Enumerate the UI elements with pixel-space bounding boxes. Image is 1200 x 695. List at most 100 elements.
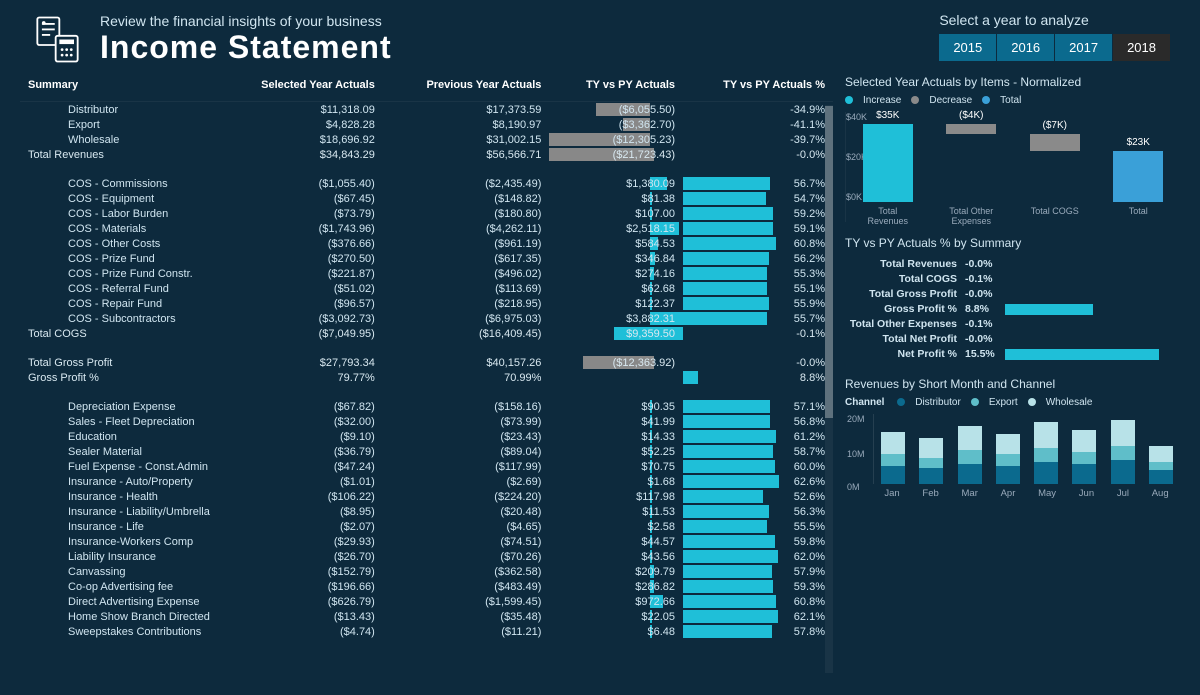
table-cell: Distributor [20,102,218,118]
table-cell: Fuel Expense - Const.Admin [20,459,218,474]
revenue-chart-title: Revenues by Short Month and Channel [845,377,1180,391]
table-cell: ($158.16) [383,399,550,414]
table-row[interactable]: Gross Profit %79.77%70.99%8.8% [20,370,833,385]
scroll-thumb[interactable] [825,106,833,418]
table-row[interactable]: COS - Commissions($1,055.40)($2,435.49)$… [20,176,833,191]
year-selector-label: Select a year to analyze [939,12,1170,28]
table-cell: COS - Prize Fund [20,251,218,266]
table-row[interactable]: Total Revenues$34,843.29$56,566.71($21,7… [20,147,833,162]
table-row[interactable]: Sweepstakes Contributions($4.74)($11.21)… [20,624,833,639]
table-row[interactable]: COS - Other Costs($376.66)($961.19)$584.… [20,236,833,251]
table-row[interactable]: Home Show Branch Directed($13.43)($35.48… [20,609,833,624]
pct-row[interactable]: Total Other Expenses-0.1% [845,318,1180,330]
vertical-scrollbar[interactable] [825,105,833,673]
pct-row[interactable]: Total Gross Profit-0.0% [845,288,1180,300]
table-cell: 59.8% [683,534,833,549]
column-header[interactable]: Previous Year Actuals [383,75,550,102]
table-cell: COS - Referral Fund [20,281,218,296]
column-header[interactable]: TY vs PY Actuals % [683,75,833,102]
waterfall-bar[interactable]: $23K [1113,112,1163,202]
table-row[interactable]: Co-op Advertising fee($196.66)($483.49)$… [20,579,833,594]
table-row[interactable]: Insurance - Auto/Property($1.01)($2.69)$… [20,474,833,489]
table-cell: ($617.35) [383,251,550,266]
table-cell: $14.33 [549,429,683,444]
table-cell: 57.8% [683,624,833,639]
year-button-2018[interactable]: 2018 [1113,34,1170,61]
table-cell: ($96.57) [218,296,383,311]
table-row[interactable]: Distributor$11,318.09$17,373.59($6,055.5… [20,102,833,118]
table-row[interactable]: Depreciation Expense($67.82)($158.16)$90… [20,399,833,414]
year-button-2016[interactable]: 2016 [997,34,1054,61]
table-cell: Sealer Material [20,444,218,459]
waterfall-bar[interactable]: $35K [863,112,913,202]
table-cell: ($12,363.92) [549,355,683,370]
table-row[interactable]: COS - Prize Fund Constr.($221.87)($496.0… [20,266,833,281]
table-row[interactable]: COS - Prize Fund($270.50)($617.35)$346.8… [20,251,833,266]
pct-row[interactable]: Total Revenues-0.0% [845,258,1180,270]
table-cell: $62.68 [549,281,683,296]
table-cell: $81.38 [549,191,683,206]
table-cell: 55.9% [683,296,833,311]
table-cell: $27,793.34 [218,355,383,370]
table-cell: ($6,055.50) [549,102,683,118]
legend-item[interactable]: Wholesale [1028,397,1093,408]
stacked-bar[interactable] [1149,446,1173,484]
table-row[interactable]: Export$4,828.28$8,190.97($3,362.70)-41.1… [20,117,833,132]
legend-item[interactable]: Increase [845,95,901,106]
table-row[interactable]: COS - Referral Fund($51.02)($113.69)$62.… [20,281,833,296]
table-row[interactable]: Insurance - Life($2.07)($4.65)$2.5855.5% [20,519,833,534]
legend-item[interactable]: Decrease [911,95,972,106]
column-header[interactable]: TY vs PY Actuals [549,75,683,102]
table-row[interactable]: Sales - Fleet Depreciation($32.00)($73.9… [20,414,833,429]
table-row[interactable]: Insurance - Liability/Umbrella($8.95)($2… [20,504,833,519]
stacked-bar[interactable] [1072,430,1096,484]
table-row[interactable]: Total Gross Profit$27,793.34$40,157.26($… [20,355,833,370]
table-cell: ($221.87) [218,266,383,281]
table-cell: Depreciation Expense [20,399,218,414]
table-row[interactable]: Fuel Expense - Const.Admin($47.24)($117.… [20,459,833,474]
table-cell: 79.77% [218,370,383,385]
stacked-bar[interactable] [1034,422,1058,484]
axis-label: 20M [847,414,865,424]
table-row[interactable]: Sealer Material($36.79)($89.04)$52.2558.… [20,444,833,459]
pct-row[interactable]: Total Net Profit-0.0% [845,333,1180,345]
table-row[interactable]: COS - Repair Fund($96.57)($218.95)$122.3… [20,296,833,311]
stacked-bar[interactable] [919,438,943,484]
table-row[interactable]: COS - Equipment($67.45)($148.82)$81.3854… [20,191,833,206]
pct-row[interactable]: Gross Profit %8.8% [845,303,1180,315]
table-cell: $2,518.15 [549,221,683,236]
stacked-bar[interactable] [996,434,1020,484]
stacked-bar[interactable] [881,432,905,484]
table-row[interactable]: COS - Labor Burden($73.79)($180.80)$107.… [20,206,833,221]
table-cell: $107.00 [549,206,683,221]
year-button-2015[interactable]: 2015 [939,34,996,61]
table-row[interactable]: Total COGS($7,049.95)($16,409.45)$9,359.… [20,326,833,341]
table-row[interactable]: Wholesale$18,696.92$31,002.15($12,305.23… [20,132,833,147]
legend-item[interactable]: Total [982,95,1021,106]
table-cell: COS - Materials [20,221,218,236]
table-row[interactable]: COS - Materials($1,743.96)($4,262.11)$2,… [20,221,833,236]
table-row[interactable]: Insurance-Workers Comp($29.93)($74.51)$4… [20,534,833,549]
table-row[interactable]: Insurance - Health($106.22)($224.20)$117… [20,489,833,504]
axis-label: May [1038,488,1056,499]
legend-item[interactable]: Export [971,397,1018,408]
table-row[interactable]: Canvassing($152.79)($362.58)$209.7957.9% [20,564,833,579]
waterfall-bar[interactable]: ($4K) [946,112,996,202]
axis-label: Jul [1117,488,1129,499]
pct-row[interactable]: Net Profit %15.5% [845,348,1180,360]
legend-item[interactable]: Distributor [897,397,961,408]
pct-row[interactable]: Total COGS-0.1% [845,273,1180,285]
table-cell [549,370,683,385]
column-header[interactable]: Summary [20,75,218,102]
waterfall-bar[interactable]: ($7K) [1030,112,1080,202]
table-cell: Canvassing [20,564,218,579]
stacked-bar[interactable] [958,426,982,484]
table-cell: ($73.99) [383,414,550,429]
table-row[interactable]: Liability Insurance($26.70)($70.26)$43.5… [20,549,833,564]
column-header[interactable]: Selected Year Actuals [218,75,383,102]
table-row[interactable]: Direct Advertising Expense($626.79)($1,5… [20,594,833,609]
table-row[interactable]: COS - Subcontractors($3,092.73)($6,975.0… [20,311,833,326]
stacked-bar[interactable] [1111,420,1135,484]
year-button-2017[interactable]: 2017 [1055,34,1112,61]
table-row[interactable]: Education($9.10)($23.43)$14.3361.2% [20,429,833,444]
